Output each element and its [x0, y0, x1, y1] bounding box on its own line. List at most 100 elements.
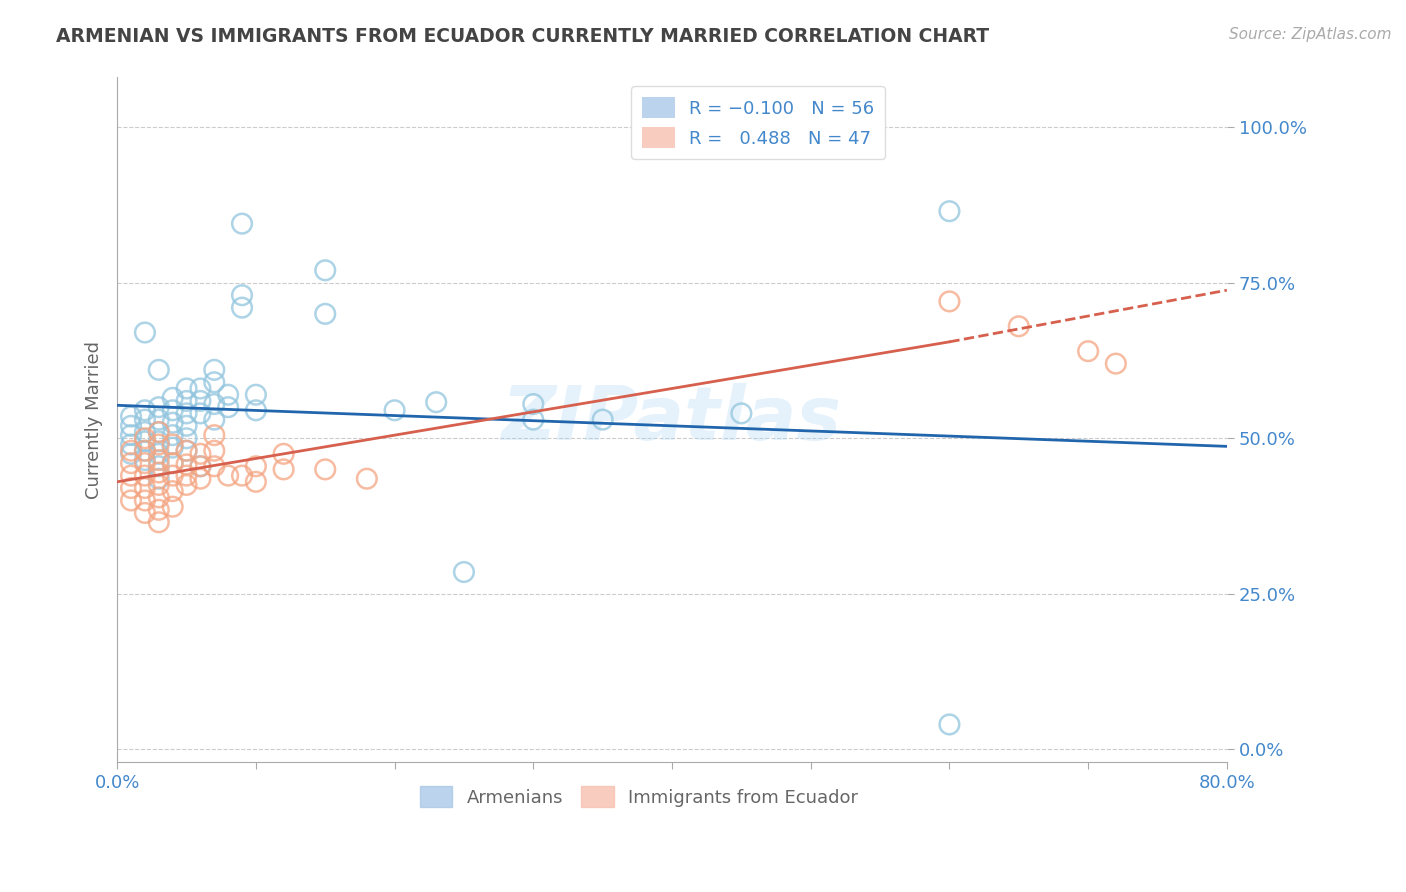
Text: ARMENIAN VS IMMIGRANTS FROM ECUADOR CURRENTLY MARRIED CORRELATION CHART: ARMENIAN VS IMMIGRANTS FROM ECUADOR CURR… — [56, 27, 990, 45]
Point — [162, 456, 184, 470]
Point — [425, 395, 447, 409]
Point — [938, 717, 960, 731]
Point — [134, 403, 156, 417]
Point — [245, 459, 267, 474]
Point — [148, 491, 170, 505]
Point — [162, 416, 184, 430]
Point — [245, 388, 267, 402]
Point — [148, 459, 170, 474]
Point — [134, 456, 156, 470]
Point — [314, 307, 336, 321]
Point — [120, 456, 142, 470]
Point — [190, 459, 212, 474]
Point — [134, 412, 156, 426]
Point — [162, 456, 184, 470]
Point — [134, 326, 156, 340]
Point — [148, 437, 170, 451]
Point — [176, 418, 198, 433]
Point — [202, 376, 225, 390]
Point — [162, 403, 184, 417]
Point — [134, 443, 156, 458]
Point — [231, 468, 253, 483]
Point — [148, 363, 170, 377]
Point — [162, 468, 184, 483]
Point — [148, 425, 170, 439]
Point — [938, 294, 960, 309]
Point — [134, 481, 156, 495]
Point — [522, 412, 544, 426]
Point — [231, 288, 253, 302]
Point — [730, 406, 752, 420]
Point — [176, 431, 198, 445]
Point — [592, 412, 614, 426]
Point — [217, 400, 239, 414]
Point — [273, 447, 295, 461]
Point — [1105, 357, 1128, 371]
Point — [176, 478, 198, 492]
Point — [314, 263, 336, 277]
Point — [231, 217, 253, 231]
Point — [134, 443, 156, 458]
Point — [1077, 344, 1099, 359]
Point — [1008, 319, 1031, 334]
Point — [190, 406, 212, 420]
Point — [176, 443, 198, 458]
Point — [245, 475, 267, 489]
Point — [231, 301, 253, 315]
Point — [120, 437, 142, 451]
Point — [176, 443, 198, 458]
Point — [134, 425, 156, 439]
Text: ZIPatlas: ZIPatlas — [502, 383, 842, 456]
Text: Source: ZipAtlas.com: Source: ZipAtlas.com — [1229, 27, 1392, 42]
Point — [202, 363, 225, 377]
Point — [148, 466, 170, 480]
Point — [148, 412, 170, 426]
Point — [453, 565, 475, 579]
Point — [217, 388, 239, 402]
Point — [314, 462, 336, 476]
Point — [162, 500, 184, 514]
Y-axis label: Currently Married: Currently Married — [86, 341, 103, 499]
Point — [120, 409, 142, 424]
Point — [148, 400, 170, 414]
Point — [148, 425, 170, 439]
Point — [148, 434, 170, 449]
Point — [134, 506, 156, 520]
Point — [134, 493, 156, 508]
Point — [134, 453, 156, 467]
Point — [120, 443, 142, 458]
Point — [120, 493, 142, 508]
Point — [176, 458, 198, 472]
Point — [202, 428, 225, 442]
Point — [273, 462, 295, 476]
Point — [384, 403, 406, 417]
Point — [148, 478, 170, 492]
Point — [190, 393, 212, 408]
Point — [162, 391, 184, 405]
Point — [356, 472, 378, 486]
Point — [202, 459, 225, 474]
Point — [134, 468, 156, 483]
Point — [162, 428, 184, 442]
Point — [202, 397, 225, 411]
Point — [148, 472, 170, 486]
Point — [120, 428, 142, 442]
Point — [190, 472, 212, 486]
Point — [120, 481, 142, 495]
Point — [120, 468, 142, 483]
Legend: Armenians, Immigrants from Ecuador: Armenians, Immigrants from Ecuador — [412, 779, 865, 814]
Point — [120, 418, 142, 433]
Point — [148, 447, 170, 461]
Point — [176, 382, 198, 396]
Point — [148, 453, 170, 467]
Point — [134, 431, 156, 445]
Point — [162, 437, 184, 451]
Point — [245, 403, 267, 417]
Point — [938, 204, 960, 219]
Point — [202, 412, 225, 426]
Point — [162, 484, 184, 499]
Point — [176, 468, 198, 483]
Point — [176, 393, 198, 408]
Point — [190, 382, 212, 396]
Point — [522, 397, 544, 411]
